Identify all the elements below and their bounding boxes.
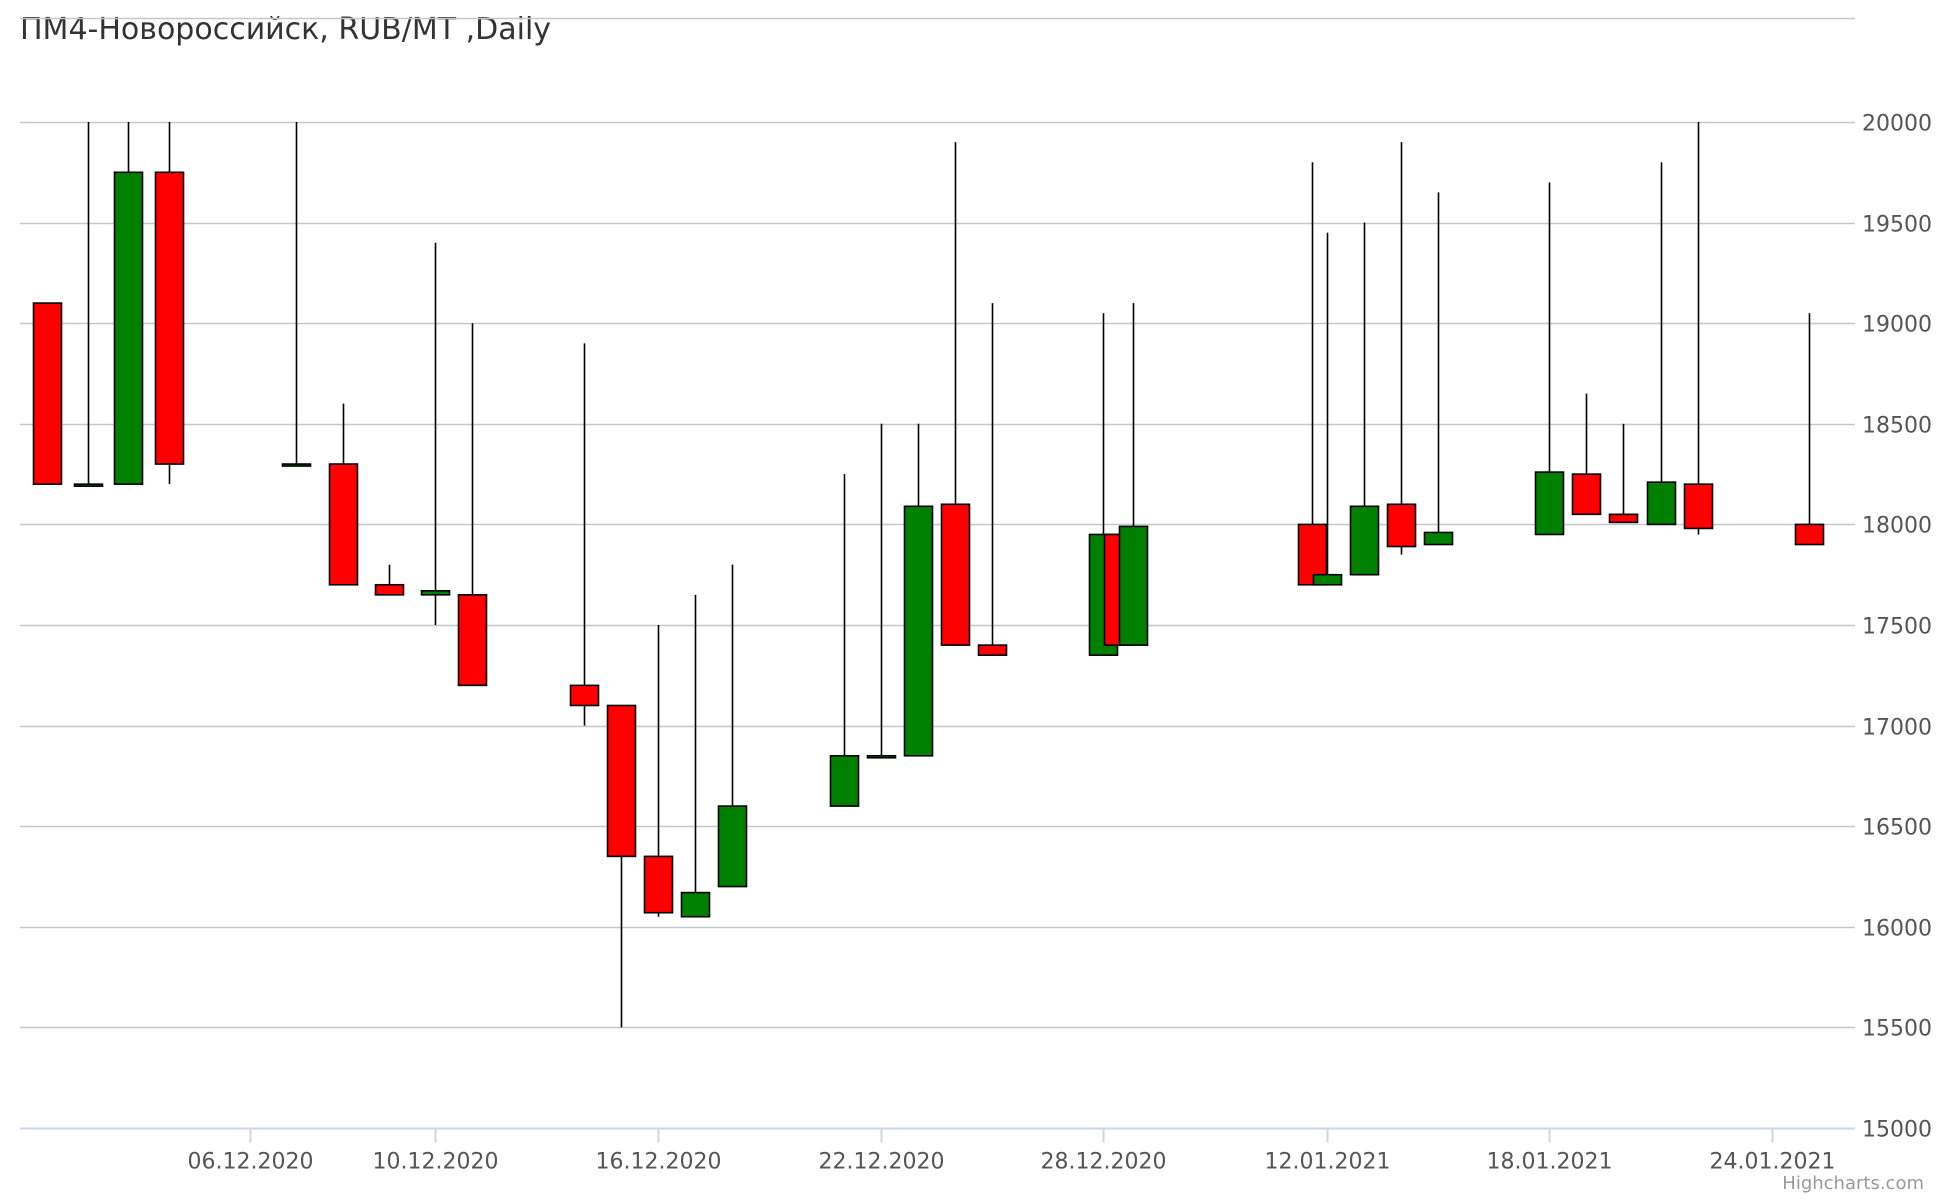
candle — [866, 423, 897, 759]
y-tick-label: 19500 — [1862, 213, 1932, 238]
candle — [281, 122, 312, 467]
y-tick-label: 18000 — [1862, 514, 1932, 539]
candle-body — [281, 463, 312, 467]
y-tick-label: 15500 — [1862, 1017, 1932, 1042]
candle-body — [73, 483, 104, 487]
y-axis-labels: 15000 15500 16000 16500 17000 17500 18000 18500… — [1862, 112, 1932, 1143]
x-tick-label: 18.01.2021 — [1487, 1150, 1613, 1175]
y-tick-label: 20000 — [1862, 112, 1932, 137]
y-tick-label: 17000 — [1862, 716, 1932, 741]
y-tick-label: 15000 — [1862, 1118, 1932, 1143]
candle-body — [1118, 525, 1149, 646]
candle — [420, 242, 451, 625]
candle — [328, 403, 359, 586]
candle-body — [1386, 503, 1417, 548]
candle — [717, 564, 748, 888]
candle — [1683, 122, 1714, 535]
candle-body — [457, 594, 488, 687]
candle — [903, 423, 934, 757]
candle — [1608, 423, 1639, 524]
candle — [1118, 303, 1149, 646]
candle-body — [113, 171, 144, 485]
x-axis-labels: 06.12.2020 10.12.2020 16.12.2020 22.12.2020… — [188, 1128, 1836, 1175]
candle — [457, 323, 488, 687]
candle-body — [374, 583, 405, 596]
grid-lines — [20, 17, 1855, 1130]
candle-body — [680, 891, 711, 918]
candle-body — [866, 754, 897, 759]
candle-body — [1571, 473, 1602, 516]
candle-body — [940, 503, 971, 646]
x-tick-label: 24.01.2021 — [1710, 1150, 1836, 1175]
candle-body — [977, 644, 1008, 656]
candle-body — [569, 684, 600, 707]
candle-body — [717, 805, 748, 888]
candle — [977, 303, 1008, 656]
x-tick-label: 06.12.2020 — [188, 1150, 314, 1175]
candle — [113, 122, 144, 485]
y-tick-label: 16500 — [1862, 816, 1932, 841]
candle — [680, 594, 711, 918]
x-tick-label: 10.12.2020 — [373, 1150, 499, 1175]
candle-body — [829, 754, 860, 807]
x-tick-label: 28.12.2020 — [1041, 1150, 1167, 1175]
x-tick-label: 16.12.2020 — [596, 1150, 722, 1175]
candle-body — [903, 505, 934, 757]
candle — [1571, 393, 1602, 516]
candle — [1423, 192, 1454, 546]
credits-link[interactable]: Highcharts.com — [1782, 1173, 1924, 1194]
candle — [374, 564, 405, 596]
candle-body — [1683, 483, 1714, 530]
candle — [829, 474, 860, 807]
candle-body — [154, 171, 185, 465]
candle-body — [1312, 573, 1343, 586]
candle — [569, 343, 600, 726]
candle — [643, 625, 674, 917]
candle-body — [1646, 481, 1677, 526]
x-tick-label: 12.01.2021 — [1265, 1150, 1391, 1175]
candle-body — [1423, 531, 1454, 546]
candle-body — [1349, 505, 1380, 576]
candle — [1794, 313, 1825, 546]
candle-body — [328, 463, 359, 586]
candle-body — [1608, 513, 1639, 524]
candle — [1297, 162, 1328, 586]
y-tick-label: 19000 — [1862, 313, 1932, 338]
candle — [940, 142, 971, 646]
candle — [1312, 232, 1343, 586]
candles — [32, 122, 1825, 1028]
candle — [1534, 182, 1565, 536]
candle — [32, 302, 63, 485]
candle-body — [643, 855, 674, 914]
candle — [73, 122, 104, 487]
y-tick-label: 17500 — [1862, 615, 1932, 640]
candle — [1386, 142, 1417, 555]
candle — [1646, 162, 1677, 526]
candle-body — [606, 704, 637, 858]
candle-body — [420, 589, 451, 596]
candle-body — [1794, 523, 1825, 546]
y-tick-label: 16000 — [1862, 917, 1932, 942]
candle-body — [1534, 471, 1565, 536]
candle — [606, 704, 637, 1028]
y-tick-label: 18500 — [1862, 414, 1932, 439]
candle — [154, 122, 185, 485]
candle — [1349, 222, 1380, 576]
x-tick-label: 22.12.2020 — [819, 1150, 945, 1175]
candle-body — [32, 302, 63, 485]
